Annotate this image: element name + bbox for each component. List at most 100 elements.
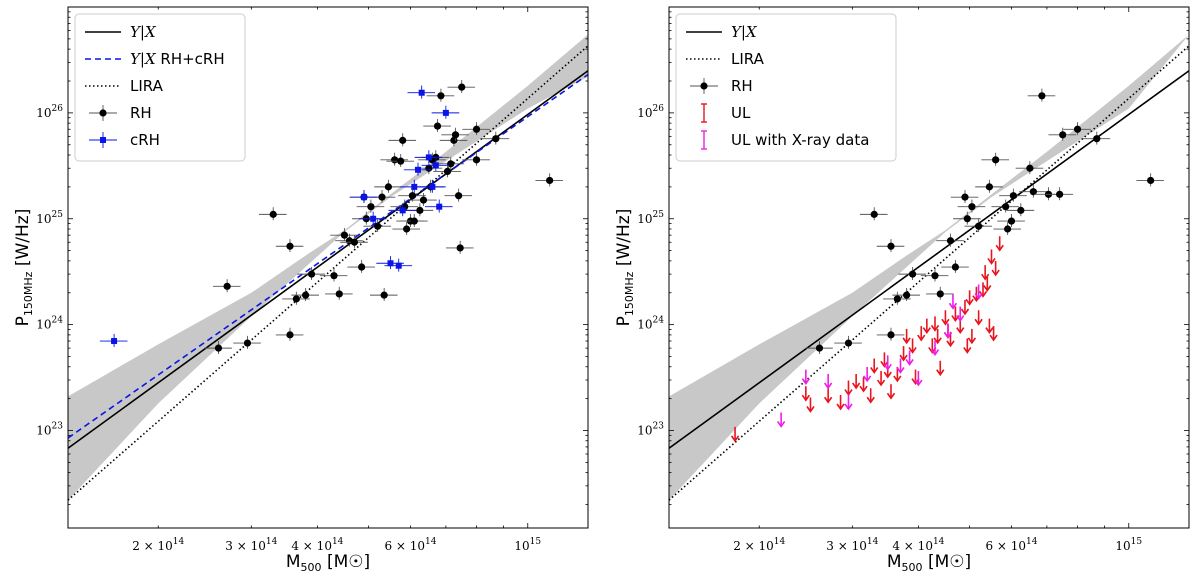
rh-point xyxy=(472,125,481,133)
ul-arrow-head xyxy=(806,406,815,413)
rh-point xyxy=(931,272,939,280)
rh-point xyxy=(1073,125,1082,133)
fit-line-lira xyxy=(68,45,588,501)
rh-point xyxy=(985,183,994,191)
crh-point xyxy=(360,194,367,201)
ul-arrow-head xyxy=(960,308,970,316)
ul-arrow-head xyxy=(917,334,926,342)
crh-point xyxy=(436,203,443,210)
rh-point xyxy=(815,344,824,352)
crh-point xyxy=(418,89,425,96)
y-tick-label: 1023 xyxy=(637,422,664,438)
legend-label: Y|X xyxy=(731,23,758,41)
x-tick-label: 4 × 1014 xyxy=(892,537,944,553)
x-axis-label: M500 [M☉] xyxy=(887,552,971,574)
rh-point xyxy=(374,222,382,230)
legend-label: Y|X RH+cRH xyxy=(130,50,225,68)
x-tick-label: 3 × 1014 xyxy=(826,537,878,553)
ul-xray-arrow-head xyxy=(862,375,872,383)
ul-arrow-head xyxy=(956,327,965,335)
x-tick-label: 2 × 1014 xyxy=(733,537,785,553)
fit-line-lira xyxy=(669,45,1189,501)
rh-point xyxy=(292,295,300,303)
rh-point xyxy=(887,242,895,250)
legend-label: UL with X-ray data xyxy=(731,131,869,149)
crh-point xyxy=(442,109,449,116)
ul-arrow-head xyxy=(902,337,911,345)
x-tick-label: 1015 xyxy=(1115,537,1142,553)
rh-point xyxy=(456,244,464,252)
rh-point xyxy=(286,242,294,250)
rh-point xyxy=(243,339,252,347)
rh-point xyxy=(1029,188,1037,196)
rh-point xyxy=(951,263,960,271)
ul-arrow-head xyxy=(823,396,833,404)
ul-xray-arrow-head xyxy=(930,349,940,357)
y-tick-label: 1024 xyxy=(36,316,63,332)
ul-arrow-head xyxy=(899,354,908,362)
rh-point xyxy=(1093,135,1101,143)
ul-arrow-head xyxy=(946,340,955,348)
rh-point xyxy=(870,210,878,218)
legend-handle-square xyxy=(100,137,106,143)
rh-point xyxy=(419,196,428,204)
rh-point xyxy=(844,339,853,347)
fit-line-yx xyxy=(68,70,588,449)
ul-arrow-head xyxy=(991,269,1000,277)
crh-point xyxy=(370,215,377,222)
legend-label: cRH xyxy=(130,131,160,149)
ul-arrow-head xyxy=(963,346,972,354)
legend-label: LIRA xyxy=(130,77,164,95)
rh-point xyxy=(961,193,969,201)
rh-point xyxy=(936,290,944,298)
ul-arrow-head xyxy=(930,324,940,332)
rh-point xyxy=(887,331,895,339)
rh-point xyxy=(384,183,393,191)
y-tick-label: 1026 xyxy=(637,104,664,120)
plot-area xyxy=(68,34,588,501)
ul-arrow-head xyxy=(844,389,853,396)
rh-point xyxy=(1007,217,1016,225)
y-tick-label: 1024 xyxy=(637,316,664,332)
rh-point xyxy=(1056,190,1064,198)
rh-point xyxy=(350,238,359,246)
legend-handle-point xyxy=(99,109,107,117)
rh-point xyxy=(472,156,481,164)
ul-arrow-head xyxy=(883,371,892,379)
crh-point xyxy=(432,162,439,169)
ul-arrow-head xyxy=(836,403,845,411)
crh-point xyxy=(395,262,402,269)
rh-point xyxy=(330,272,338,280)
legend-label: RH xyxy=(130,104,152,122)
legend-label: Y|X xyxy=(130,23,157,41)
rh-point xyxy=(302,291,310,299)
ul-arrow-head xyxy=(995,244,1004,252)
ul-arrow-head xyxy=(730,435,740,443)
ul-xray-arrow-head xyxy=(883,363,892,371)
ul-arrow-head xyxy=(870,367,879,374)
legend-label: UL xyxy=(731,104,751,122)
confidence-band xyxy=(669,34,1189,501)
rh-point xyxy=(378,193,386,201)
rh-point xyxy=(437,92,445,100)
ul-arrow-head xyxy=(859,385,868,393)
crh-point xyxy=(111,338,118,345)
ul-arrow-head xyxy=(983,285,992,292)
crh-point xyxy=(425,154,432,161)
rh-point xyxy=(443,167,452,176)
y-tick-label: 1026 xyxy=(36,104,63,120)
crh-point xyxy=(415,166,422,173)
legend: Y|X Y|X RH+cRH LIRA RH cRH xyxy=(74,13,246,162)
ul-arrow-head xyxy=(985,327,994,335)
ul-xray-arrow-head xyxy=(956,315,965,322)
rh-point xyxy=(399,136,407,144)
rh-point xyxy=(269,210,277,218)
rh-point xyxy=(223,282,231,290)
ul-arrow-head xyxy=(974,318,983,326)
rh-point xyxy=(397,157,405,165)
x-tick-label: 4 × 1014 xyxy=(291,537,343,553)
crh-point xyxy=(411,183,418,190)
ul-arrow-head xyxy=(978,290,988,298)
rh-point xyxy=(403,225,411,233)
rh-point xyxy=(992,156,1000,164)
